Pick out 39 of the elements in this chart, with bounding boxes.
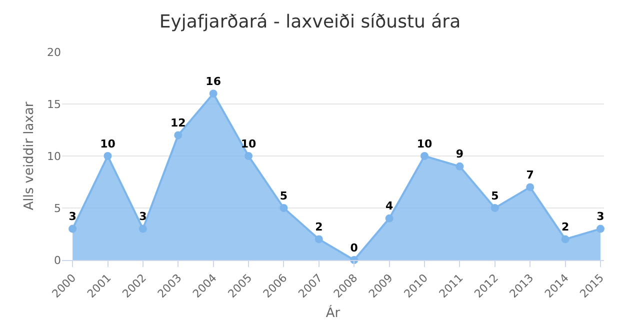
point — [561, 235, 570, 244]
data-label: 0 — [350, 241, 358, 254]
point — [138, 224, 147, 233]
data-label: 3 — [596, 210, 604, 224]
data-label: 5 — [491, 189, 499, 202]
data-label: 10 — [240, 137, 257, 150]
data-label: 12 — [170, 116, 186, 130]
chart-title: Eyjafjarðará - laxveiði síðustu ára — [159, 11, 461, 32]
data-label: 4 — [385, 200, 394, 213]
x-axis-title: Ár — [326, 304, 341, 322]
data-label: 3 — [139, 210, 147, 224]
y-axis-title: Alls veiddir laxar — [22, 101, 37, 210]
data-label: 10 — [416, 137, 433, 150]
data-label: 5 — [280, 189, 288, 202]
data-label: 7 — [526, 168, 534, 182]
y-tick-label: 5 — [54, 202, 61, 215]
point — [456, 162, 464, 170]
point — [490, 204, 499, 212]
point — [174, 131, 182, 140]
point — [385, 214, 394, 222]
data-label: 10 — [100, 137, 116, 150]
data-label: 16 — [206, 74, 222, 88]
y-tick-label: 15 — [47, 98, 61, 111]
y-tick-label: 0 — [54, 254, 61, 267]
point — [280, 204, 288, 212]
point — [104, 152, 112, 160]
y-tick-label: 20 — [47, 46, 61, 59]
data-label: 9 — [456, 148, 464, 161]
point — [526, 183, 534, 192]
data-label: 2 — [561, 220, 570, 234]
point — [596, 224, 604, 233]
point — [244, 152, 253, 160]
point — [209, 90, 218, 98]
y-tick-label: 10 — [47, 150, 61, 163]
point — [420, 152, 429, 160]
data-label: 2 — [315, 220, 323, 234]
point — [68, 224, 77, 233]
data-label: 3 — [68, 210, 76, 224]
point — [314, 235, 323, 244]
